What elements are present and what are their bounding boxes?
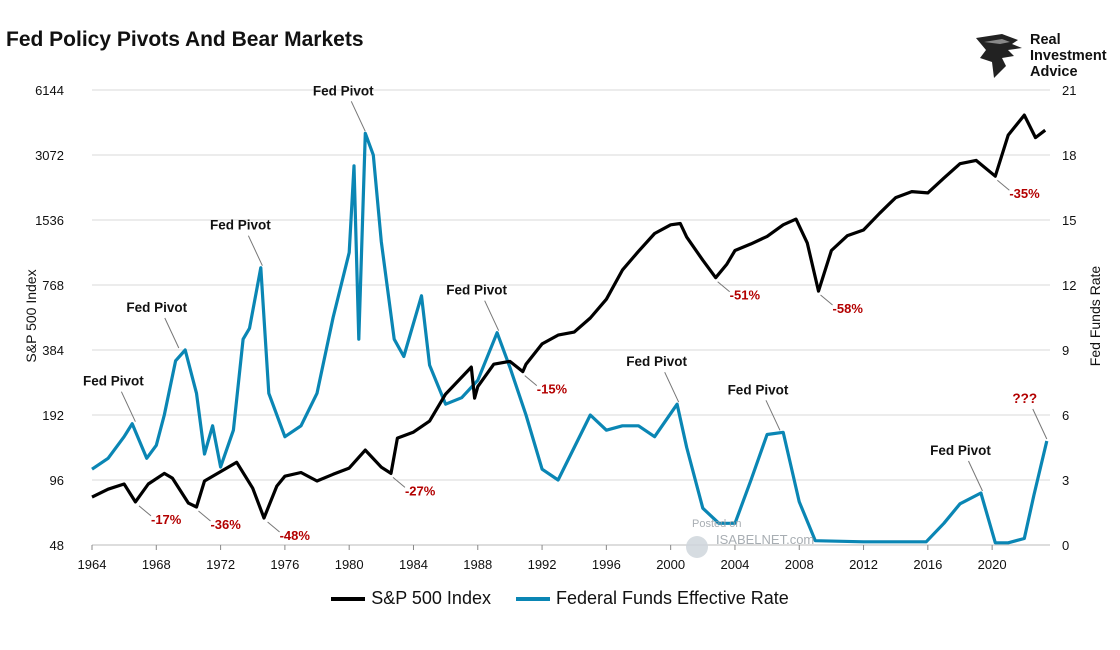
annotation-label: -35% bbox=[1009, 186, 1040, 201]
y-left-tick-label: 6144 bbox=[35, 83, 64, 98]
annotation-leader bbox=[717, 281, 730, 293]
fedfunds-line bbox=[91, 131, 1049, 545]
y-left-tick-label: 192 bbox=[42, 408, 64, 423]
x-tick-label: 2016 bbox=[913, 557, 942, 572]
y-left-tick-label: 96 bbox=[50, 473, 64, 488]
annotation-label: Fed Pivot bbox=[126, 300, 187, 315]
annotation-label: Fed Pivot bbox=[930, 443, 991, 458]
y-left-tick-label: 768 bbox=[42, 278, 64, 293]
annotation-leader bbox=[484, 300, 500, 331]
annotation-label: -27% bbox=[405, 483, 436, 498]
logo-text: Real Investment Advice bbox=[1030, 32, 1107, 80]
annotation-leader bbox=[138, 505, 152, 517]
y-right-tick-label: 3 bbox=[1062, 473, 1069, 488]
chart-title: Fed Policy Pivots And Bear Markets bbox=[6, 28, 364, 51]
gridlines bbox=[92, 89, 1050, 546]
x-tick-label: 1996 bbox=[592, 557, 621, 572]
series-lines bbox=[91, 113, 1049, 545]
x-tick-label: 2008 bbox=[785, 557, 814, 572]
x-tick-label: 2004 bbox=[720, 557, 749, 572]
annotation-label: Fed Pivot bbox=[83, 374, 144, 389]
annotation-label: -36% bbox=[210, 517, 241, 532]
y-right-tick-label: 18 bbox=[1062, 148, 1076, 163]
sp500-line bbox=[91, 113, 1047, 520]
y-right-tick-label: 9 bbox=[1062, 343, 1069, 358]
annotation-leader bbox=[1032, 408, 1048, 440]
annotation-leader bbox=[997, 179, 1010, 191]
annotation-label: -17% bbox=[151, 512, 182, 527]
y-right-tick-label: 6 bbox=[1062, 408, 1069, 423]
x-tick-label: 1968 bbox=[142, 557, 171, 572]
annotation-label: Fed Pivot bbox=[446, 283, 507, 298]
annotation-label: Fed Pivot bbox=[210, 218, 271, 233]
y-left-tick-label: 48 bbox=[50, 538, 64, 553]
y-right-tick-label: 21 bbox=[1062, 83, 1076, 98]
y-left-axis-ticks: 48 96 192 384 768 1536 3072 6144 bbox=[35, 83, 64, 553]
annotation-label: -48% bbox=[280, 528, 311, 543]
y-right-tick-label: 12 bbox=[1062, 278, 1076, 293]
annotations: Fed Pivot Fed Pivot Fed Pivot Fed Pivot Fed … bbox=[83, 83, 1048, 543]
annotation-leader bbox=[267, 521, 280, 533]
x-tick-label: 1972 bbox=[206, 557, 235, 572]
watermark: Posted on ISABELNET.com bbox=[686, 518, 815, 558]
y-left-tick-label: 1536 bbox=[35, 213, 64, 228]
legend-item-sp500: S&P 500 Index bbox=[331, 588, 491, 609]
annotation-leader bbox=[350, 101, 366, 132]
annotation-leader bbox=[247, 235, 263, 266]
x-tick-label: 1992 bbox=[528, 557, 557, 572]
x-tick-label: 1980 bbox=[335, 557, 364, 572]
x-tick-label: 2000 bbox=[656, 557, 685, 572]
y-left-tick-label: 384 bbox=[42, 343, 64, 358]
legend-swatch-sp500 bbox=[331, 597, 366, 602]
annotation-label: -58% bbox=[833, 301, 864, 316]
annotation-label: Fed Pivot bbox=[728, 382, 789, 397]
globe-icon bbox=[686, 536, 708, 558]
annotation-leader bbox=[392, 477, 406, 488]
annotation-leader bbox=[164, 317, 180, 349]
y-right-axis-ticks: 0 3 6 9 12 15 18 21 bbox=[1062, 83, 1076, 553]
x-tick-label: 1976 bbox=[270, 557, 299, 572]
y-right-axis-label: Fed Funds Rate bbox=[1087, 266, 1103, 367]
annotation-label: Fed Pivot bbox=[626, 354, 687, 369]
annotation-leader bbox=[524, 375, 538, 386]
watermark-site: ISABELNET.com bbox=[716, 532, 815, 547]
y-right-tick-label: 0 bbox=[1062, 538, 1069, 553]
annotation-leader bbox=[968, 460, 983, 492]
logo: Real Investment Advice bbox=[970, 30, 1120, 82]
x-tick-label: 2012 bbox=[849, 557, 878, 572]
x-axis-ticks: 1964 1968 1972 1976 1980 1984 1988 1992 1996 2000… bbox=[78, 544, 1050, 572]
y-left-tick-label: 3072 bbox=[35, 148, 64, 163]
y-right-tick-label: 15 bbox=[1062, 213, 1076, 228]
annotation-leader bbox=[820, 294, 833, 306]
annotation-label: -51% bbox=[730, 288, 761, 303]
annotation-leader bbox=[664, 371, 680, 403]
annotation-label: Fed Pivot bbox=[313, 83, 374, 98]
annotation-leader bbox=[765, 400, 781, 431]
x-tick-label: 1964 bbox=[78, 557, 107, 572]
eagle-head-icon bbox=[976, 34, 1022, 78]
x-tick-label: 1984 bbox=[399, 557, 428, 572]
legend-item-fedfunds: Federal Funds Effective Rate bbox=[515, 588, 789, 609]
annotation-leader bbox=[120, 391, 136, 422]
annotation-leader bbox=[198, 510, 211, 522]
annotation-label: ??? bbox=[1012, 391, 1037, 406]
y-left-axis-label: S&P 500 Index bbox=[23, 269, 39, 362]
legend-swatch-fedfunds bbox=[515, 597, 550, 602]
legend-label-fedfunds: Federal Funds Effective Rate bbox=[555, 588, 789, 608]
legend-label-sp500: S&P 500 Index bbox=[371, 588, 491, 608]
x-tick-label: 1988 bbox=[463, 557, 492, 572]
annotation-label: -15% bbox=[537, 382, 568, 397]
legend: S&P 500 Index Federal Funds Effective Ra… bbox=[0, 588, 1120, 609]
watermark-posted: Posted on bbox=[692, 518, 742, 530]
x-tick-label: 2020 bbox=[978, 557, 1007, 572]
